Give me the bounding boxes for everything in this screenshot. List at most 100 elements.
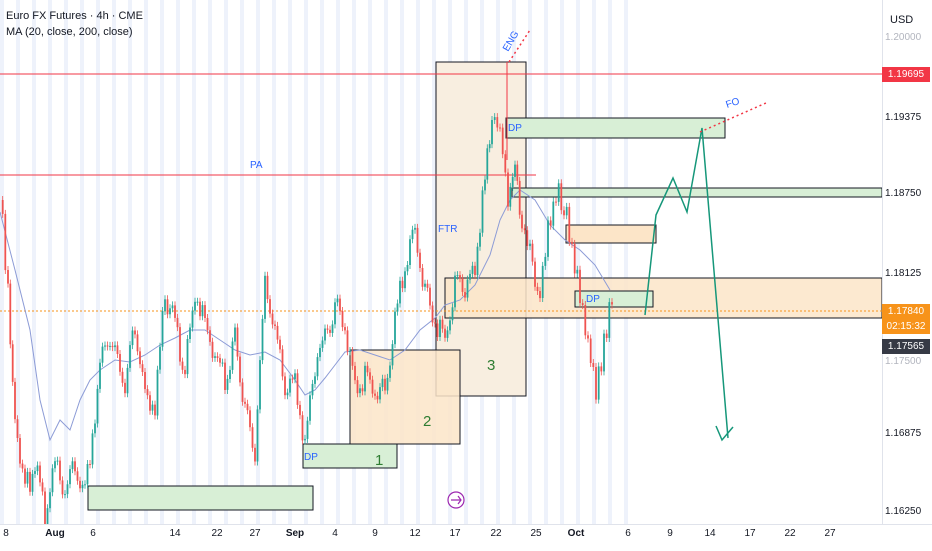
time-axis-label: 4 bbox=[332, 528, 338, 539]
candle-body bbox=[461, 278, 464, 292]
candle-body bbox=[139, 351, 141, 365]
candle-body bbox=[109, 345, 111, 347]
candle-body bbox=[374, 393, 376, 396]
fo-label: FO bbox=[725, 96, 742, 111]
candle-body bbox=[476, 246, 479, 276]
candle-body bbox=[36, 465, 39, 472]
candle-body bbox=[581, 303, 584, 306]
candle-body bbox=[116, 345, 119, 354]
currency-label[interactable]: USD bbox=[890, 14, 914, 26]
candle-body bbox=[386, 377, 389, 391]
zone-boxes bbox=[87, 61, 883, 511]
candle-body bbox=[149, 395, 151, 411]
candle-body bbox=[259, 360, 261, 410]
time-axis-label: 27 bbox=[824, 528, 836, 539]
candle-body bbox=[26, 471, 29, 484]
candle-body bbox=[216, 356, 219, 358]
time-axis-label: Oct bbox=[567, 528, 585, 539]
candle-body bbox=[271, 313, 274, 325]
candle-body bbox=[521, 214, 523, 229]
session-stripe bbox=[416, 0, 420, 524]
fo-dotted bbox=[699, 102, 767, 133]
candle-body bbox=[394, 311, 396, 345]
bar-countdown-tag: 02:15:32 bbox=[882, 319, 930, 334]
candle-body bbox=[504, 154, 507, 173]
candle-body bbox=[221, 362, 224, 364]
session-stripe bbox=[240, 0, 244, 524]
candle-body bbox=[66, 484, 69, 495]
candle-body bbox=[316, 357, 319, 377]
session-stripe bbox=[80, 0, 84, 524]
candle-body bbox=[557, 183, 560, 202]
dividend-marker-icon[interactable] bbox=[447, 491, 465, 509]
candle-body bbox=[314, 376, 316, 384]
candle-body bbox=[14, 381, 16, 420]
candle-body bbox=[560, 183, 563, 211]
price-label-partial-mid: 1.17500 bbox=[885, 356, 922, 367]
candle-body bbox=[119, 354, 121, 372]
candle-body bbox=[169, 308, 171, 315]
session-stripe bbox=[432, 0, 436, 524]
candle-body bbox=[488, 144, 491, 149]
session-stripe bbox=[608, 0, 612, 524]
candle-body bbox=[11, 344, 14, 382]
candle-body bbox=[121, 371, 124, 383]
candle-body bbox=[159, 346, 161, 370]
candle-body bbox=[76, 471, 79, 481]
top-dp-zone bbox=[505, 117, 726, 139]
candle-body bbox=[299, 404, 301, 416]
session-stripe bbox=[96, 0, 100, 524]
candle-body bbox=[64, 494, 66, 496]
indicator-title[interactable]: MA (20, close, 200, close) bbox=[6, 26, 133, 38]
candle-body bbox=[219, 357, 221, 363]
time-axis-label: 9 bbox=[372, 528, 378, 539]
candle-body bbox=[46, 508, 49, 525]
candle-body bbox=[179, 327, 181, 362]
candle-body bbox=[595, 367, 597, 400]
candle-body bbox=[361, 388, 364, 392]
candle-body bbox=[424, 283, 426, 287]
candle-body bbox=[181, 361, 184, 370]
candle-body bbox=[294, 373, 296, 380]
session-stripe bbox=[176, 0, 180, 524]
candle-body bbox=[354, 365, 356, 381]
price-label: 1.16875 bbox=[885, 428, 922, 439]
candle-body bbox=[406, 265, 409, 272]
time-axis[interactable] bbox=[0, 524, 932, 551]
candle-body bbox=[191, 310, 194, 328]
candle-body bbox=[246, 403, 249, 411]
session-stripe bbox=[560, 0, 564, 524]
candle-body bbox=[251, 427, 254, 448]
candle-body bbox=[389, 365, 391, 378]
candle-body bbox=[269, 299, 271, 314]
mid-supply-zone bbox=[565, 224, 657, 244]
candle-body bbox=[571, 241, 573, 244]
candle-body bbox=[71, 461, 74, 470]
candle-body bbox=[565, 206, 568, 216]
session-stripe bbox=[64, 0, 68, 524]
time-axis-label: 27 bbox=[249, 528, 261, 539]
candle-body bbox=[584, 305, 587, 336]
box-2-label: 2 bbox=[423, 413, 431, 430]
candle-body bbox=[266, 275, 269, 300]
current-price-tag: 1.17840 bbox=[882, 304, 930, 319]
symbol-title[interactable]: Euro FX Futures · 4h · CME bbox=[6, 10, 143, 22]
session-stripe bbox=[128, 0, 132, 524]
candle-body bbox=[436, 323, 439, 337]
time-axis-label: 6 bbox=[90, 528, 96, 539]
price-axis[interactable] bbox=[882, 0, 932, 524]
candle-body bbox=[44, 491, 46, 525]
candle-body bbox=[29, 471, 31, 492]
candle-body bbox=[184, 369, 186, 375]
candle-body bbox=[196, 301, 199, 303]
candle-body bbox=[136, 334, 139, 352]
candle-body bbox=[69, 469, 71, 485]
candle-body bbox=[511, 176, 514, 187]
annotations: PA FTR ENG FO DP DP DP 1 2 3 bbox=[250, 29, 767, 509]
candle-body bbox=[419, 252, 421, 268]
candle-body bbox=[289, 378, 291, 393]
right-dp-zone bbox=[574, 290, 654, 308]
candle-body bbox=[499, 127, 501, 129]
candle-body bbox=[164, 299, 166, 311]
